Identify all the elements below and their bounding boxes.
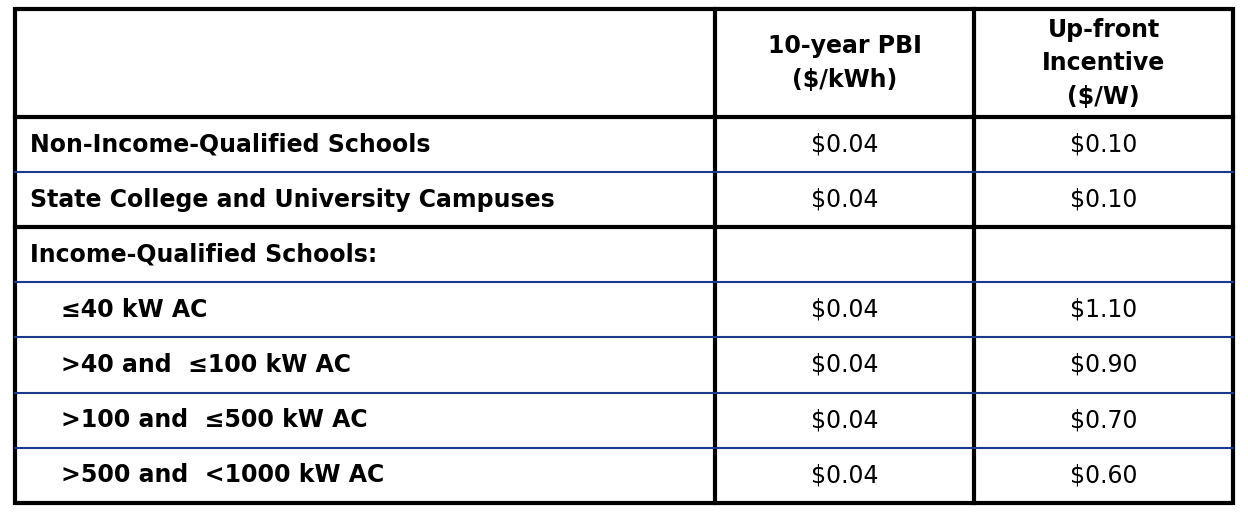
Text: Up-front
Incentive
($/W): Up-front Incentive ($/W) [1042,17,1166,109]
Text: $0.04: $0.04 [811,463,879,487]
Text: State College and University Campuses: State College and University Campuses [30,187,554,211]
Text: $0.10: $0.10 [1070,133,1137,157]
Text: 10-year PBI
($/kWh): 10-year PBI ($/kWh) [768,34,922,92]
Text: ≤40 kW AC: ≤40 kW AC [61,298,207,322]
Text: >100 and  ≤500 kW AC: >100 and ≤500 kW AC [61,408,368,432]
Text: $0.04: $0.04 [811,298,879,322]
Text: $0.04: $0.04 [811,353,879,377]
Text: $0.04: $0.04 [811,133,879,157]
Text: $0.10: $0.10 [1070,187,1137,211]
Text: >500 and  <1000 kW AC: >500 and <1000 kW AC [61,463,384,487]
Text: $0.04: $0.04 [811,187,879,211]
Text: $0.70: $0.70 [1070,408,1137,432]
Text: >40 and  ≤100 kW AC: >40 and ≤100 kW AC [61,353,351,377]
Text: $0.90: $0.90 [1070,353,1137,377]
Text: $1.10: $1.10 [1070,298,1137,322]
Text: $0.04: $0.04 [811,408,879,432]
Text: Income-Qualified Schools:: Income-Qualified Schools: [30,243,377,267]
Text: Non-Income-Qualified Schools: Non-Income-Qualified Schools [30,133,431,157]
Text: $0.60: $0.60 [1070,463,1137,487]
